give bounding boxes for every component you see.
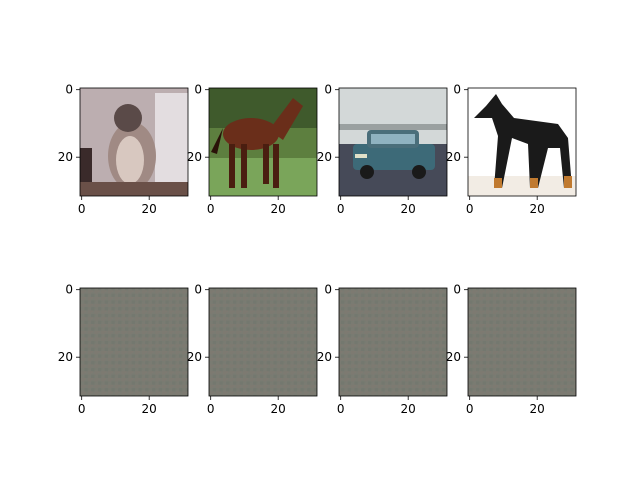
y-tick-label: 20 [187, 150, 202, 164]
x-tick-label: 0 [207, 402, 215, 416]
x-tick-label: 0 [337, 202, 345, 216]
x-tick-label: 0 [207, 202, 215, 216]
y-tick-label: 0 [65, 283, 73, 297]
image-cat [80, 88, 188, 196]
y-tick-label: 0 [194, 283, 202, 297]
subplot-bottom-4: 0 20 0 20 [446, 283, 577, 416]
y-tick-label: 20 [58, 150, 73, 164]
subplot-bottom-1: 0 20 0 20 [58, 283, 189, 416]
y-tick-label: 20 [187, 350, 202, 364]
x-tick-label: 20 [271, 202, 286, 216]
image-noise [468, 288, 576, 396]
x-tick-label: 0 [78, 402, 86, 416]
axes-frame [338, 287, 448, 397]
x-tick-label: 20 [530, 202, 545, 216]
image-noise [339, 288, 447, 396]
image-horse [209, 88, 317, 196]
y-tick-label: 20 [58, 350, 73, 364]
axes-frame [467, 287, 577, 397]
subplot-top-4: 0 20 0 20 [446, 83, 577, 216]
axes-frame [467, 87, 577, 197]
y-tick-label: 0 [453, 283, 461, 297]
image-noise [209, 288, 317, 396]
y-tick-label: 20 [317, 350, 332, 364]
y-tick-label: 20 [446, 150, 461, 164]
y-tick-label: 0 [324, 83, 332, 97]
axes-frame [208, 287, 318, 397]
x-tick-label: 20 [401, 202, 416, 216]
axes-frame [79, 87, 189, 197]
axes-frame [208, 87, 318, 197]
axes-frame [79, 287, 189, 397]
axes-frame [338, 87, 448, 197]
y-tick-label: 0 [65, 83, 73, 97]
image-noise [80, 288, 188, 396]
x-tick-label: 20 [142, 402, 157, 416]
image-car [339, 88, 447, 196]
x-tick-label: 0 [78, 202, 86, 216]
x-tick-label: 20 [142, 202, 157, 216]
subplot-bottom-2: 0 20 0 20 [187, 283, 318, 416]
y-tick-label: 0 [324, 283, 332, 297]
x-tick-label: 20 [271, 402, 286, 416]
x-tick-label: 0 [466, 402, 474, 416]
subplot-top-1: 0 20 0 20 [58, 83, 189, 216]
y-tick-label: 20 [446, 350, 461, 364]
x-tick-label: 0 [466, 202, 474, 216]
subplot-top-3: 0 20 0 20 [317, 83, 448, 216]
subplot-top-2: 0 20 0 20 [187, 83, 318, 216]
x-tick-label: 20 [401, 402, 416, 416]
x-tick-label: 0 [337, 402, 345, 416]
y-tick-label: 0 [194, 83, 202, 97]
y-tick-label: 0 [453, 83, 461, 97]
subplot-bottom-3: 0 20 0 20 [317, 283, 448, 416]
image-dog [468, 88, 576, 196]
y-tick-label: 20 [317, 150, 332, 164]
x-tick-label: 20 [530, 402, 545, 416]
